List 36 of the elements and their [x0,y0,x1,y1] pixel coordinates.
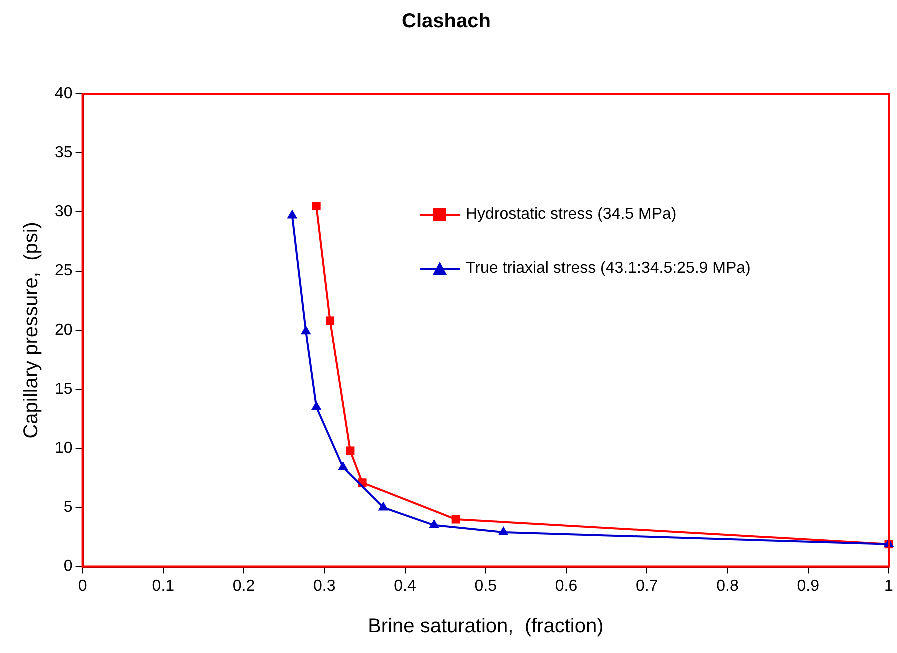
x-tick-label: 0.3 [314,578,336,595]
y-tick-label: 5 [64,499,73,516]
x-tick-label: 0.5 [474,578,498,595]
y-tick-label: 0 [64,558,73,576]
y-tick-label: 40 [55,85,73,102]
point [346,446,355,456]
x-tick-label: 0.9 [797,578,820,595]
point [312,202,321,211]
y-tick-label: 15 [55,380,73,398]
point [311,401,322,410]
legend-label: True triaxial stress (43.1:34.5:25.9 MPa) [466,260,751,278]
y-tick-label: 30 [55,204,73,221]
y-tick-label: 20 [55,322,73,339]
y-tick-label: 35 [55,144,73,162]
point [338,462,348,471]
legend-label: Hydrostatic stress (34.5 MPa) [466,206,677,224]
x-axis-title: Brine saturation, (fraction) [368,616,604,638]
x-tick-label: 0.7 [636,578,658,595]
x-tick-label: 0.2 [232,578,256,595]
point [300,326,312,335]
point [452,515,460,524]
point [429,519,440,528]
y-tick-label: 10 [55,440,73,458]
point [287,210,298,219]
chart-title: Clashach [402,10,491,33]
point [498,526,509,536]
point [378,502,389,511]
y-tick-label: 25 [55,262,73,280]
x-tick-label: 0.8 [716,578,739,595]
point [326,316,335,326]
x-tick-label: 1 [884,578,894,595]
x-tick-label: 0.6 [555,578,578,595]
x-tick-label: 0 [78,578,88,595]
y-axis-title: Capillary pressure, (psi) [20,222,43,439]
x-tick-label: 0.1 [152,578,175,595]
x-tick-label: 0.4 [394,578,416,595]
